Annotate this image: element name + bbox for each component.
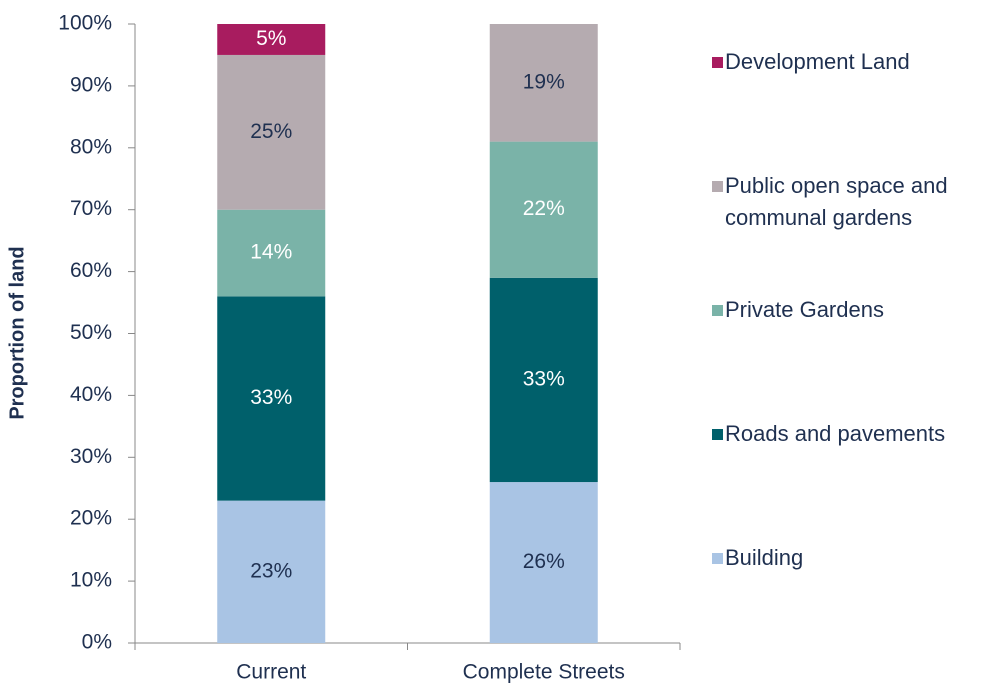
y-tick-label: 50% bbox=[70, 321, 112, 344]
data-label: 25% bbox=[250, 120, 292, 143]
data-label: 19% bbox=[523, 70, 565, 93]
data-label: 33% bbox=[523, 367, 565, 390]
legend-swatch bbox=[712, 429, 723, 440]
legend-entry: Private Gardens bbox=[712, 248, 995, 372]
legend-label: Development Land bbox=[725, 49, 910, 74]
legend-label: Roads and pavements bbox=[725, 421, 946, 446]
legend: Development Land Public open space and co… bbox=[712, 0, 995, 620]
y-tick-label: 70% bbox=[70, 197, 112, 220]
legend-swatch bbox=[712, 305, 723, 316]
bar-segment bbox=[489, 277, 598, 483]
bar-segment bbox=[489, 24, 598, 142]
bar-segment bbox=[489, 482, 598, 643]
data-label: 14% bbox=[250, 241, 292, 264]
legend-label: Building bbox=[725, 545, 804, 570]
y-tick-label: 30% bbox=[70, 445, 112, 468]
legend-swatch bbox=[712, 57, 723, 68]
y-tick-label: 100% bbox=[58, 12, 112, 35]
data-label: 33% bbox=[250, 386, 292, 409]
legend-label: Public open space and communal gardens bbox=[725, 173, 948, 230]
y-tick-label: 80% bbox=[70, 135, 112, 158]
y-axis-title: Proportion of land bbox=[6, 246, 28, 419]
y-tick-label: 20% bbox=[70, 507, 112, 530]
bar-segment bbox=[217, 296, 326, 501]
y-tick-label: 90% bbox=[70, 73, 112, 96]
data-label: 22% bbox=[523, 197, 565, 220]
y-tick-label: 0% bbox=[82, 631, 112, 654]
bar-segment bbox=[217, 54, 326, 210]
legend-entry: Roads and pavements bbox=[712, 372, 995, 496]
data-label: 23% bbox=[250, 559, 292, 582]
legend-swatch bbox=[712, 181, 723, 192]
y-tick-label: 10% bbox=[70, 569, 112, 592]
bar-segment bbox=[217, 209, 326, 297]
legend-entry: Development Land bbox=[712, 0, 995, 124]
x-tick-label: Complete Streets bbox=[463, 661, 625, 684]
bar-segment bbox=[217, 24, 326, 55]
bar-segment bbox=[217, 500, 326, 643]
legend-entry: Public open space and communal gardens bbox=[712, 124, 995, 248]
legend-label: Private Gardens bbox=[725, 297, 884, 322]
data-label: 5% bbox=[256, 27, 286, 50]
x-tick-label: Current bbox=[236, 661, 306, 684]
data-label: 26% bbox=[523, 550, 565, 573]
y-tick-label: 40% bbox=[70, 383, 112, 406]
y-tick-label: 60% bbox=[70, 259, 112, 282]
legend-entry: Building bbox=[712, 496, 995, 620]
legend-swatch bbox=[712, 553, 723, 564]
bar-segment bbox=[489, 141, 598, 278]
